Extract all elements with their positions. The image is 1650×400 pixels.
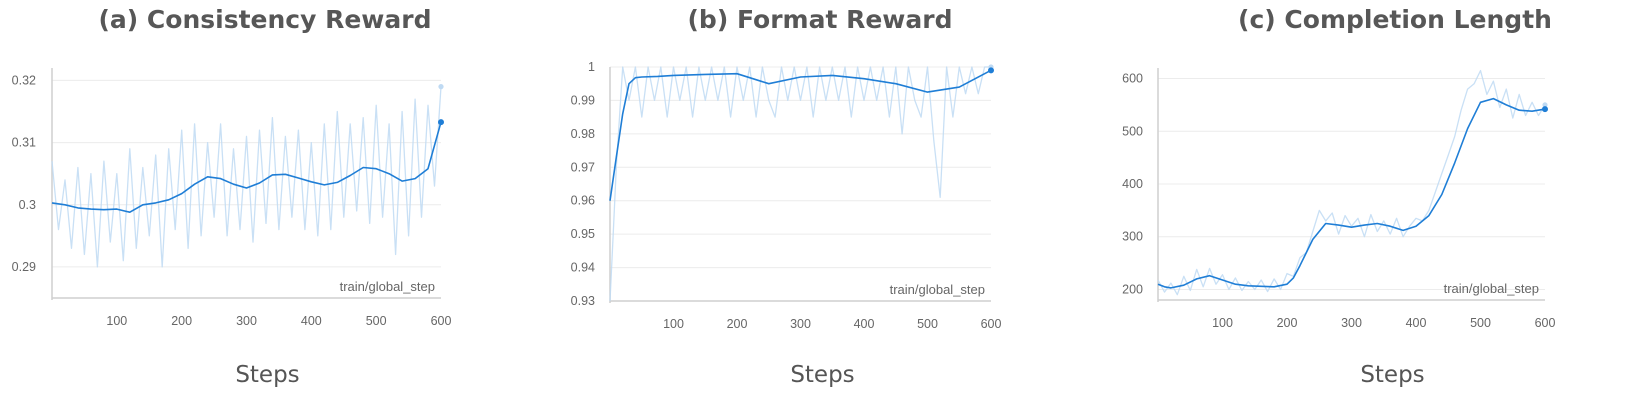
series-line-raw (51, 86, 442, 268)
chart-panel-format-reward: (b) Format Reward 0.93 0.94 0.95 0.96 0.97 0.… (550, 0, 1050, 400)
step-axis-tag: train/global_step (340, 279, 435, 294)
chart-plot: 200 300 400 500 600 100 200 300 400 500 600 train/g… (1122, 68, 1556, 330)
step-axis-tag: train/global_step (890, 282, 985, 297)
x-tick-label: 200 (727, 317, 748, 331)
step-axis-tag: train/global_step (1444, 281, 1539, 296)
y-tick-label: 1 (588, 60, 595, 74)
y-tick-label: 0.29 (12, 260, 36, 274)
y-tick-label: 0.3 (19, 198, 36, 212)
chart-title: (b) Format Reward (687, 5, 953, 34)
series-end-point-raw (438, 84, 444, 90)
y-tick-label: 0.95 (571, 227, 595, 241)
y-tick-label: 400 (1122, 177, 1143, 191)
x-tick-label: 500 (1470, 316, 1491, 330)
series-line-smoothed (609, 69, 992, 201)
y-tick-label: 0.96 (571, 194, 595, 208)
series-end-point-smoothed (438, 119, 444, 126)
chart-title: (c) Completion Length (1238, 5, 1552, 34)
series-line-smoothed (51, 121, 442, 213)
series-end-point-raw (1542, 102, 1548, 108)
y-tick-label: 0.97 (571, 160, 595, 174)
chart-panel-consistency-reward: (a) Consistency Reward 0.29 0.3 0.31 0.32 10… (0, 0, 490, 400)
x-axis-label: Steps (790, 362, 855, 388)
x-tick-label: 300 (790, 317, 811, 331)
series-end-point-smoothed (1542, 106, 1548, 113)
x-axis-label: Steps (235, 362, 300, 388)
x-tick-label: 100 (106, 314, 127, 328)
chart-title: (a) Consistency Reward (98, 5, 432, 34)
x-tick-label: 100 (1212, 316, 1233, 330)
x-tick-label: 300 (236, 314, 257, 328)
y-tick-label: 300 (1122, 230, 1143, 244)
y-tick-label: 0.94 (571, 261, 595, 275)
x-tick-label: 400 (1406, 316, 1427, 330)
x-tick-label: 500 (917, 317, 938, 331)
x-tick-label: 600 (981, 317, 1002, 331)
y-tick-label: 0.99 (571, 93, 595, 107)
y-tick-label: 200 (1122, 282, 1143, 296)
x-tick-label: 400 (854, 317, 875, 331)
y-tick-label: 500 (1122, 124, 1143, 138)
series-line-raw (1157, 69, 1546, 296)
series-line-raw (609, 66, 991, 302)
chart-plot: 0.29 0.3 0.31 0.32 100 200 300 400 500 600 train/g… (12, 68, 452, 328)
x-tick-label: 600 (1535, 316, 1556, 330)
x-tick-label: 200 (171, 314, 192, 328)
y-tick-label: 0.98 (571, 127, 595, 141)
x-tick-label: 600 (431, 314, 452, 328)
x-tick-label: 500 (366, 314, 387, 328)
series-line-smoothed (1157, 97, 1546, 289)
y-tick-label: 0.32 (12, 73, 36, 87)
y-tick-label: 600 (1122, 72, 1143, 86)
series-end-point-smoothed (988, 67, 994, 74)
x-tick-label: 400 (301, 314, 322, 328)
x-axis-label: Steps (1360, 362, 1425, 388)
chart-panel-completion-length: (c) Completion Length 200 300 400 500 600 100… (1105, 0, 1650, 400)
y-tick-label: 0.93 (571, 294, 595, 308)
chart-plot: 0.93 0.94 0.95 0.96 0.97 0.98 0.99 1 100 200 300 40… (571, 60, 1002, 331)
x-tick-label: 100 (663, 317, 684, 331)
x-tick-label: 200 (1277, 316, 1298, 330)
x-tick-label: 300 (1341, 316, 1362, 330)
y-tick-label: 0.31 (12, 136, 36, 150)
